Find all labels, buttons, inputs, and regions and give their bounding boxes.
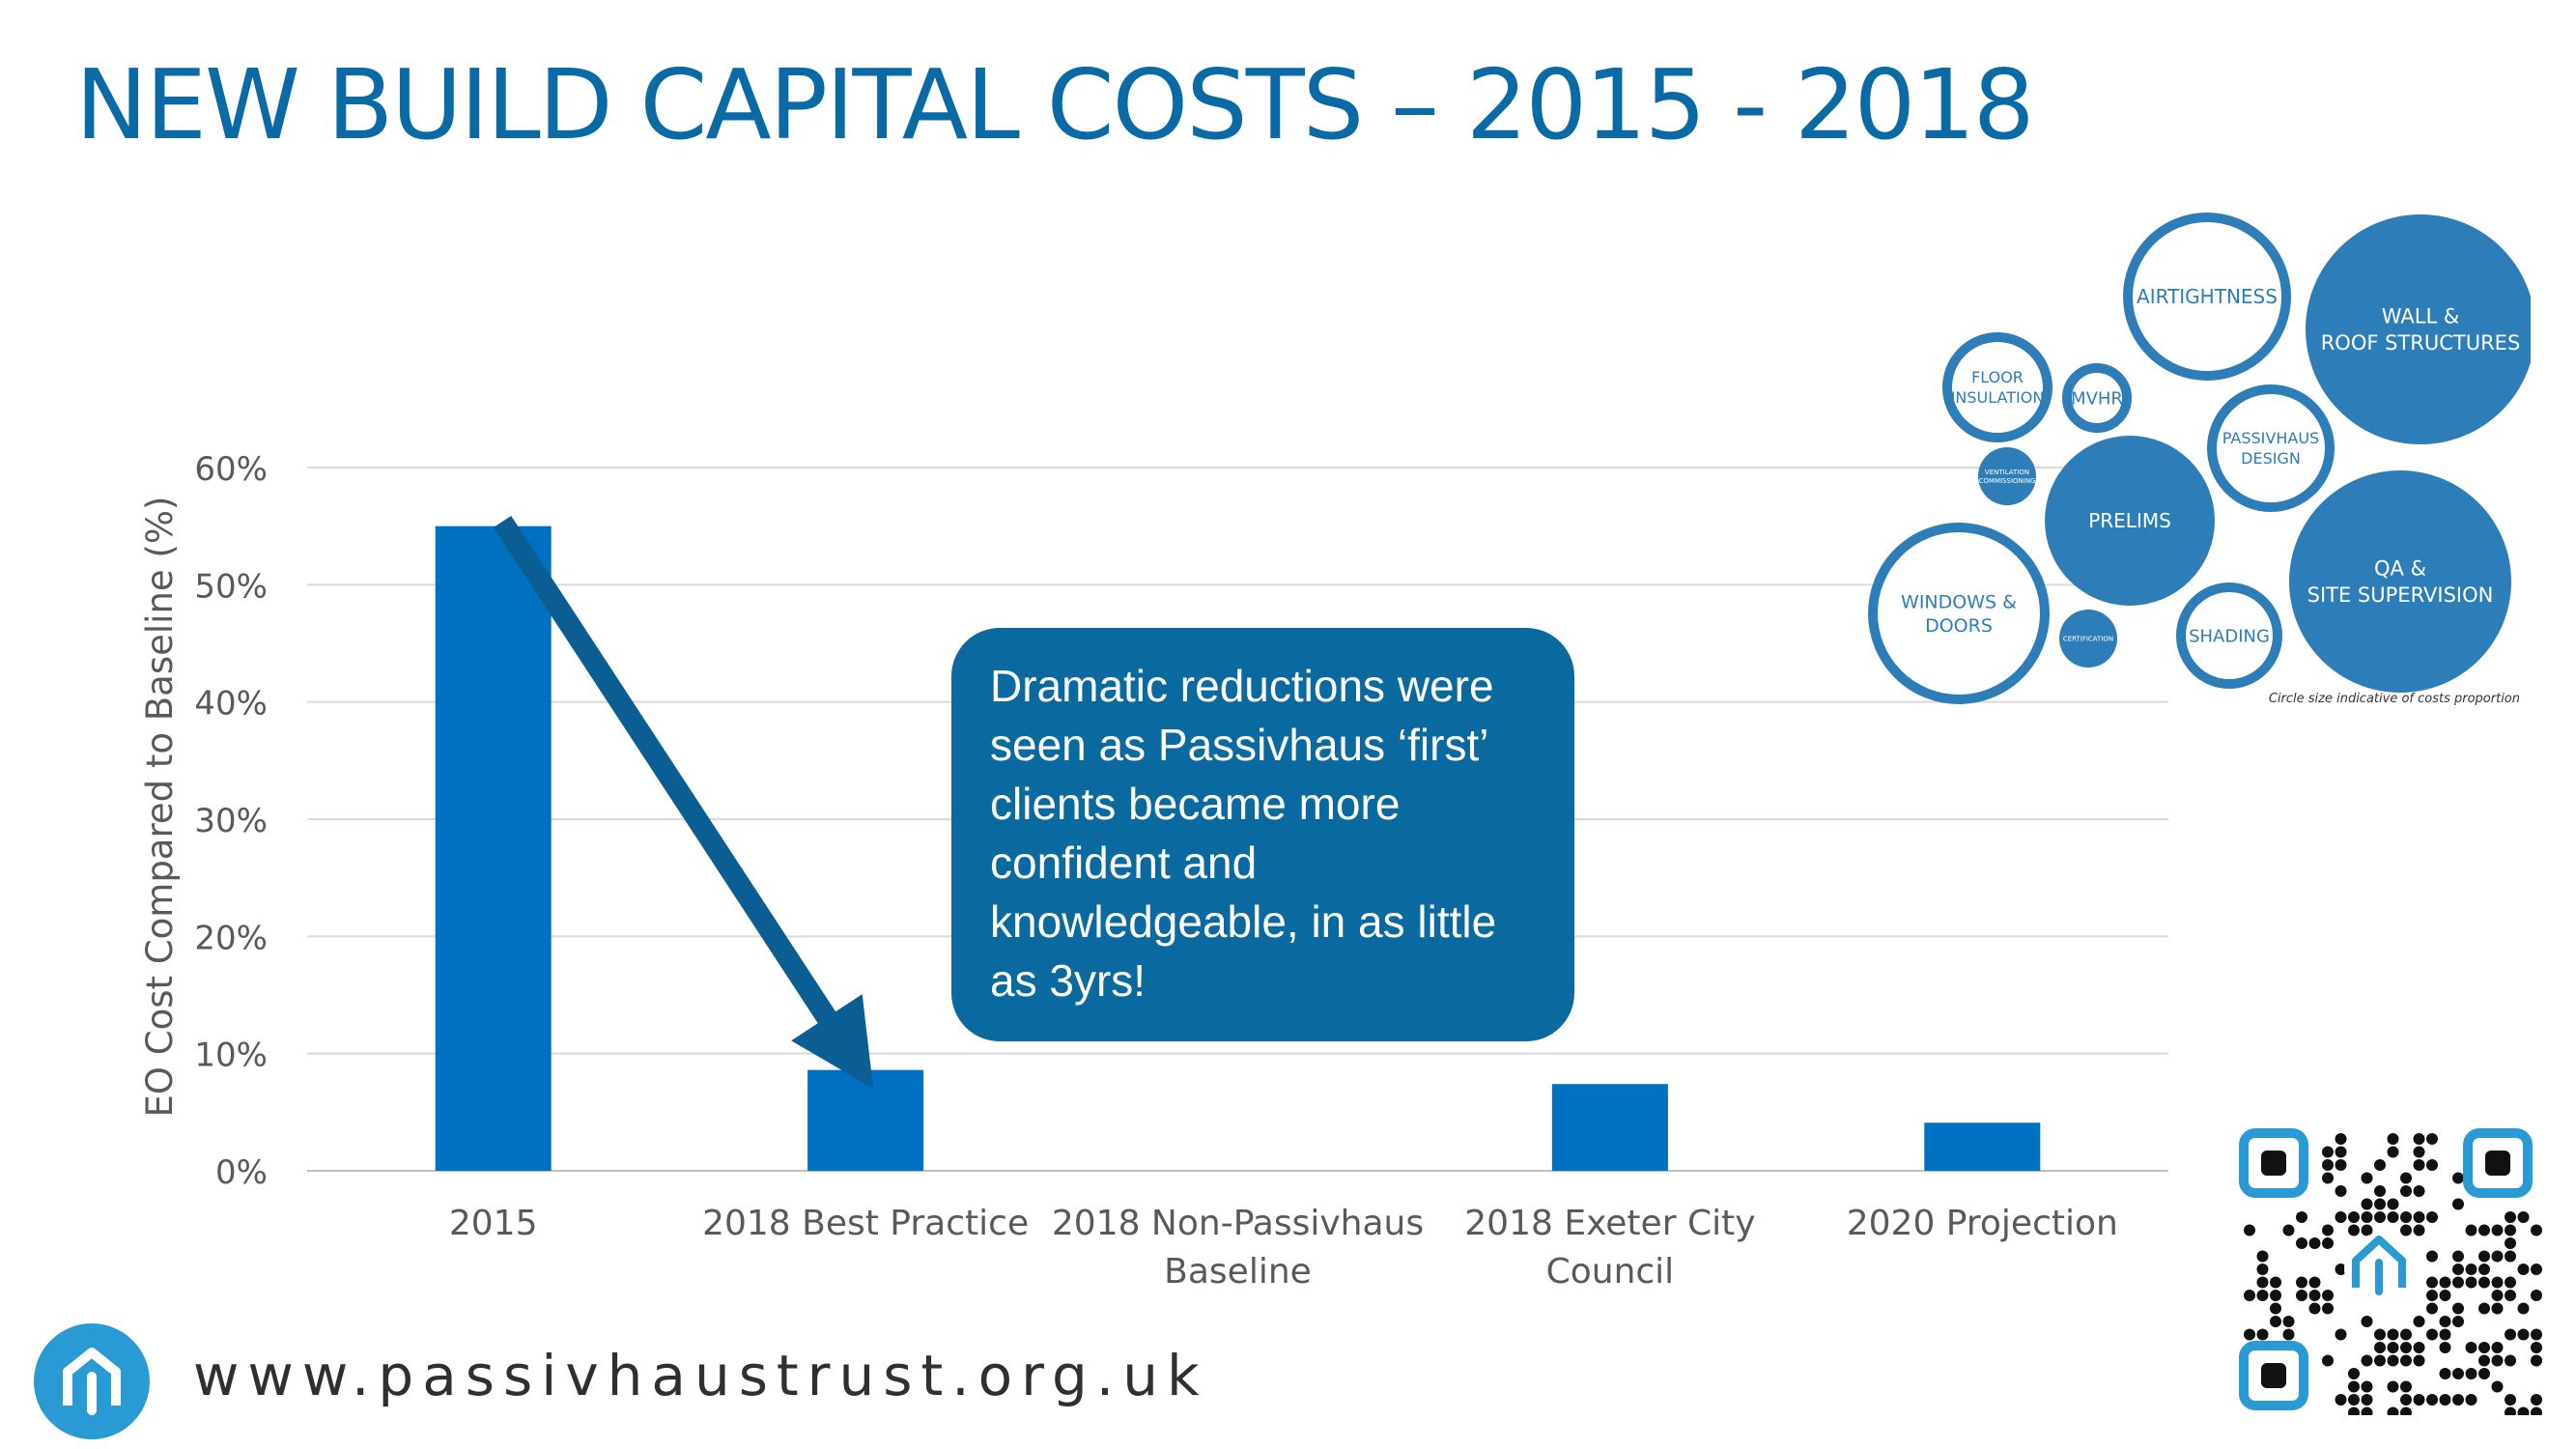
trend-arrow [493,515,874,1089]
bubble-7 [2289,470,2511,693]
callout-box: Dramatic reductions were seen as Passivh… [951,628,1574,1041]
y-tick-label: 20% [194,919,268,957]
bubble-9 [2059,610,2117,668]
bubble-label: PRELIMS [2088,509,2171,532]
x-tick-label: 2015 [449,1204,538,1243]
bubble-label: PASSIVHAUS [2222,429,2319,447]
bubble-label: WINDOWS & [1901,591,2017,612]
bubble-10 [2176,582,2282,689]
y-axis-ticks: 0% 10% 20% 30% 40% 50% 60% [194,450,268,1192]
slide-title: NEW BUILD CAPITAL COSTS – 2015 - 2018 [75,48,2034,161]
bubble-label: ROOF STRUCTURES [2321,331,2521,355]
bubble-4 [2207,384,2335,512]
bubble-label: WALL & [2382,305,2459,328]
passivhaus-trust-logo-icon [34,1323,150,1439]
bubble-label: SITE SUPERVISION [2307,583,2494,607]
bubble-3 [2062,363,2132,433]
bubble-label: QA & [2374,557,2426,581]
x-tick-label: 2020 Projection [1847,1204,2118,1243]
y-tick-label: 60% [194,450,268,489]
footer-url[interactable]: www.passivhaustrust.org.uk [193,1343,1208,1408]
bar-4 [1924,1122,2041,1171]
y-tick-label: 0% [215,1153,268,1192]
bubble-label: INSULATION [1951,388,2045,407]
x-tick-label: Council [1546,1252,1675,1292]
bubble-2 [1942,332,2052,442]
y-tick-label: 50% [194,567,268,606]
bubble-label: VENTILATION [1985,469,2029,476]
y-tick-label: 40% [194,685,268,724]
bar-3 [1551,1084,1668,1171]
bubble-label: DOORS [1925,615,1993,637]
bubble-label: MVHR [2071,388,2123,409]
y-tick-label: 10% [194,1037,268,1075]
y-axis-label: EO Cost Compared to Baseline (%) [139,497,181,1118]
bubble-label: AIRTIGHTNESS [2137,285,2278,308]
qr-code-icon [2239,1128,2542,1415]
bubble-label: CERTIFICATION [2063,635,2113,642]
cost-bubble-chart: AIRTIGHTNESS WALL & ROOF STRUCTURES FLOOR IN… [1868,213,2531,706]
bar-0 [435,526,552,1171]
bubble-label: SHADING [2189,626,2270,646]
x-axis-labels: 2015 2018 Best Practice 2018 Non-Passivhau… [449,1204,2118,1292]
bubble-5 [1978,447,2036,505]
x-tick-label: 2018 Non-Passivhaus [1052,1204,1424,1243]
bubble-label: FLOOR [1971,368,2024,386]
bubble-8 [1868,523,2050,704]
bubble-0 [2123,213,2291,381]
x-tick-label: 2018 Best Practice [702,1204,1029,1243]
chart-bars [435,526,2041,1171]
y-tick-label: 30% [194,802,268,840]
bubble-caption: Circle size indicative of costs proporti… [2269,692,2520,706]
bubble-label: DESIGN [2241,449,2301,468]
bubble-6 [2045,436,2215,606]
bubble-label: COMMISSIONING [1979,477,2036,485]
x-tick-label: Baseline [1164,1252,1312,1292]
x-tick-label: 2018 Exeter City [1464,1204,1755,1243]
bar-1 [807,1069,924,1171]
bubble-1 [2306,214,2531,444]
